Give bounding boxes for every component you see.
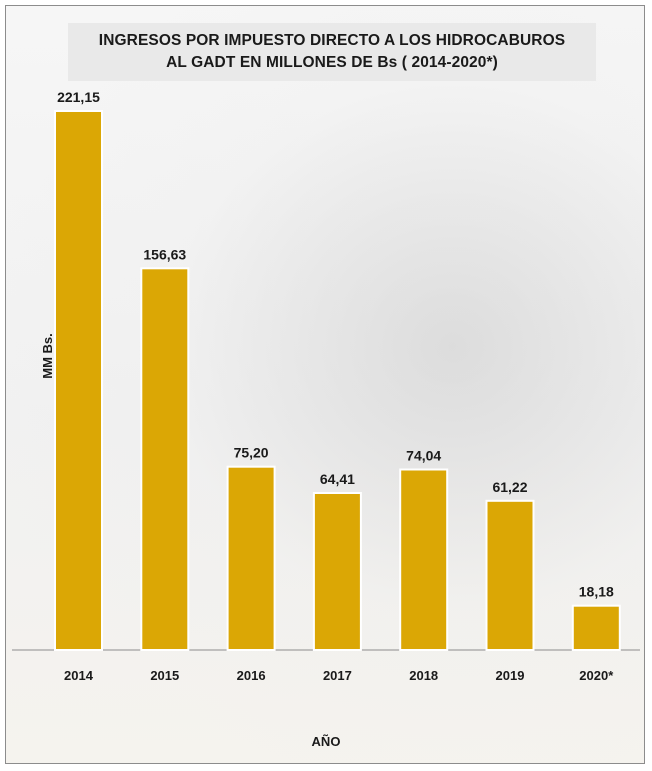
chart-subtitle: AL GADT EN MILLONES DE Bs ( 2014-2020*) bbox=[166, 54, 498, 71]
data-label-2017: 64,41 bbox=[320, 471, 355, 487]
chart-title-box: INGRESOS POR IMPUESTO DIRECTO A LOS HIDR… bbox=[68, 23, 596, 81]
data-label-2018: 74,04 bbox=[406, 448, 441, 464]
data-label-2020*: 18,18 bbox=[579, 584, 614, 600]
chart-title: INGRESOS POR IMPUESTO DIRECTO A LOS HIDR… bbox=[98, 32, 566, 49]
x-axis-label: AÑO bbox=[311, 734, 341, 749]
bar-2017 bbox=[312, 492, 362, 651]
bar-2019 bbox=[485, 499, 535, 651]
bar-2018 bbox=[399, 468, 449, 651]
data-label-2016: 75,20 bbox=[234, 445, 269, 461]
chart-area: INGRESOS POR IMPUESTO DIRECTO A LOS HIDR… bbox=[5, 5, 645, 764]
bar-2020* bbox=[571, 604, 621, 652]
x-tick-label-2020*: 2020* bbox=[579, 668, 614, 683]
x-tick-label-2016: 2016 bbox=[237, 668, 266, 683]
bar-2015 bbox=[140, 267, 190, 651]
x-tick-label-2014: 2014 bbox=[64, 668, 94, 683]
bar-chart: 221,15 2014 156,63 2015 75,20 2016 64,41 2017 74… bbox=[12, 89, 640, 683]
data-label-2014: 221,15 bbox=[57, 89, 100, 105]
data-label-2015: 156,63 bbox=[143, 246, 186, 262]
x-tick-label-2017: 2017 bbox=[323, 668, 352, 683]
x-tick-label-2019: 2019 bbox=[496, 668, 525, 683]
x-tick-label-2018: 2018 bbox=[409, 668, 438, 683]
bar-2016 bbox=[226, 465, 276, 652]
data-label-2019: 61,22 bbox=[492, 479, 527, 495]
x-tick-label-2015: 2015 bbox=[150, 668, 179, 683]
bar-2014 bbox=[54, 110, 103, 651]
